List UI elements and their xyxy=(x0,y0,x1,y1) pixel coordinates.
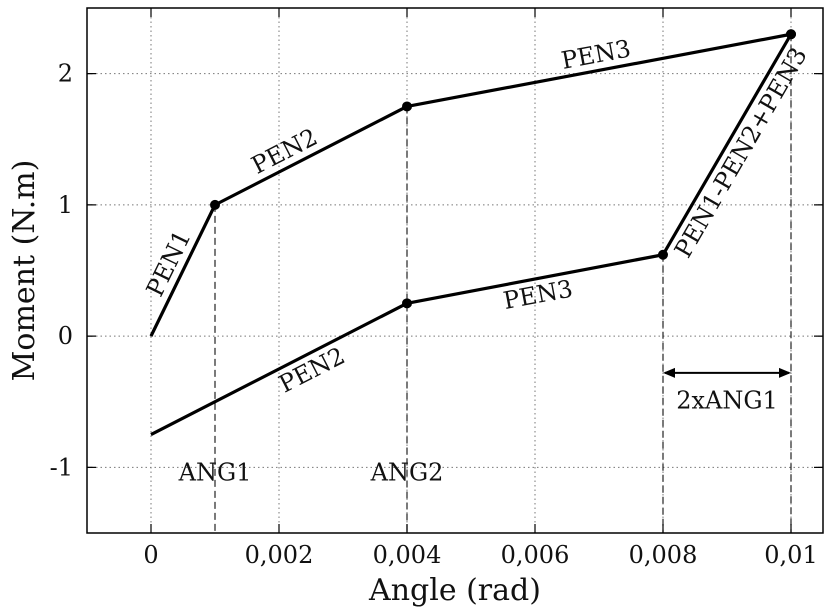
dimension-arrowhead-left xyxy=(663,367,675,378)
plot-frame xyxy=(86,7,824,534)
data-point-marker xyxy=(402,101,412,112)
dimension-arrow-group xyxy=(663,367,791,378)
annotation-label: ANG1 xyxy=(178,459,252,487)
data-point-marker xyxy=(210,199,220,210)
x-tick-label: 0,01 xyxy=(764,541,817,569)
segment-label: PEN3 xyxy=(501,274,575,315)
series-line xyxy=(149,32,792,337)
x-tick-label: 0,004 xyxy=(373,541,442,569)
x-tick-label: 0,006 xyxy=(501,541,570,569)
y-tick-label: 0 xyxy=(58,322,73,350)
segment-label: PEN2 xyxy=(247,123,322,180)
series-line xyxy=(150,33,793,436)
y-tick-label: -1 xyxy=(50,453,73,481)
segment-label: PEN2 xyxy=(274,342,349,399)
grid xyxy=(87,8,823,533)
annotation-label: ANG2 xyxy=(370,459,444,487)
annotation-label: 2xANG1 xyxy=(676,386,778,414)
data-point-marker xyxy=(658,249,668,260)
x-axis-title: Angle (rad) xyxy=(368,573,541,608)
x-tick-label: 0,008 xyxy=(629,541,698,569)
segment-label: PEN3 xyxy=(559,34,633,74)
y-tick-label: 1 xyxy=(58,191,73,219)
x-tick-label: 0 xyxy=(143,541,158,569)
y-tick-label: 2 xyxy=(58,60,73,88)
data-point-marker xyxy=(402,298,412,309)
data-point-marker xyxy=(786,29,796,40)
x-tick-label: 0,002 xyxy=(245,541,314,569)
series-lines xyxy=(149,29,796,436)
axis-ticks: 0 0,002 0,004 0,006 0,008 0,01 -1 0 1 2 xyxy=(50,8,823,569)
y-axis-title: Moment (N.m) xyxy=(7,160,42,382)
dimension-arrowhead-right xyxy=(779,367,791,378)
dashed-guides xyxy=(214,34,792,533)
